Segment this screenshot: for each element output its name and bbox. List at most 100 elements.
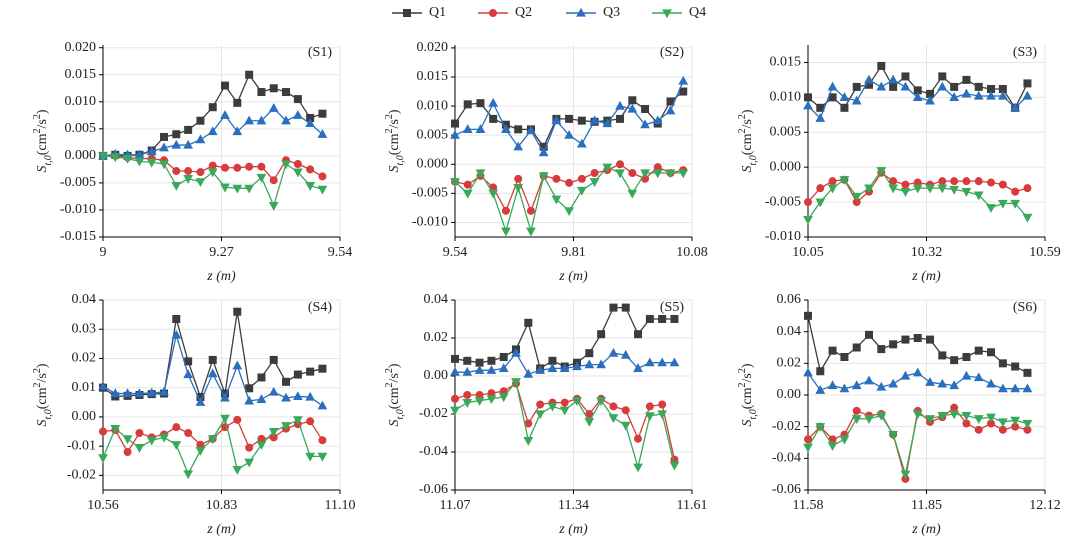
y-axis-label-part: 2 — [384, 114, 395, 119]
marker — [499, 352, 508, 361]
y-axis-label-part: S — [35, 166, 50, 173]
y-tick-label: 0.000 — [770, 159, 802, 174]
y-axis-label-part: ) — [35, 109, 50, 114]
y-tick-label: -0.06 — [772, 482, 801, 497]
marker — [98, 381, 108, 390]
y-tick-label: 0.010 — [65, 94, 97, 109]
marker — [925, 95, 935, 105]
marker — [501, 124, 511, 133]
y-tick-label: 0.02 — [72, 351, 97, 366]
marker — [986, 90, 996, 100]
marker — [839, 383, 850, 393]
marker — [564, 207, 574, 217]
marker — [256, 173, 267, 183]
marker — [547, 363, 558, 372]
marker — [634, 434, 643, 443]
y-tick-label: 0.04 — [424, 292, 449, 307]
legend-label: Q2 — [515, 5, 532, 20]
marker — [804, 435, 813, 444]
marker — [146, 158, 157, 168]
marker — [99, 427, 108, 436]
marker — [888, 74, 899, 84]
panel-label: (S3) — [1013, 45, 1037, 60]
marker — [633, 363, 643, 372]
marker — [159, 386, 169, 396]
marker — [986, 378, 996, 388]
marker — [597, 330, 606, 339]
marker — [585, 349, 594, 358]
x-tick-label: 11.85 — [911, 498, 942, 513]
marker — [535, 365, 546, 374]
marker — [513, 183, 524, 193]
marker — [123, 447, 132, 456]
marker — [645, 402, 654, 411]
marker — [305, 391, 316, 401]
y-tick-label: -0.005 — [60, 175, 96, 190]
marker — [816, 367, 825, 376]
y-tick-label: -0.02 — [67, 468, 96, 483]
y-axis-label-part: (cm — [740, 387, 755, 409]
marker — [628, 96, 637, 105]
marker — [244, 115, 255, 125]
marker — [665, 105, 676, 115]
marker — [576, 138, 587, 148]
marker — [513, 141, 524, 151]
marker — [172, 167, 181, 176]
marker — [827, 81, 838, 91]
marker — [851, 415, 862, 424]
x-tick-label: 11.61 — [677, 498, 708, 513]
marker — [233, 163, 242, 172]
marker — [318, 364, 327, 373]
marker — [973, 90, 984, 100]
marker — [997, 418, 1008, 428]
marker — [804, 198, 813, 207]
marker — [864, 74, 874, 84]
panel-label: (S2) — [660, 45, 684, 60]
marker — [256, 394, 267, 403]
marker — [627, 189, 638, 199]
legend-item: Q4 — [652, 5, 706, 20]
marker — [679, 87, 688, 96]
marker — [256, 115, 267, 125]
marker — [840, 352, 849, 361]
y-tick-label: 0.02 — [424, 330, 449, 345]
marker — [1022, 213, 1033, 223]
marker — [318, 109, 327, 118]
legend-label: Q1 — [429, 5, 446, 20]
marker — [526, 227, 536, 237]
marker — [973, 372, 984, 382]
marker — [134, 444, 145, 453]
marker — [462, 366, 473, 376]
marker — [232, 465, 243, 475]
x-tick-label: 11.58 — [793, 498, 824, 513]
marker — [949, 410, 960, 420]
marker — [900, 470, 911, 480]
marker — [196, 116, 205, 125]
marker — [257, 162, 266, 171]
marker — [962, 352, 971, 361]
marker — [268, 202, 279, 211]
marker — [207, 368, 218, 378]
marker — [207, 168, 218, 178]
marker — [110, 425, 121, 434]
marker — [615, 100, 625, 110]
marker — [900, 188, 911, 197]
marker — [912, 92, 923, 101]
marker — [974, 425, 983, 434]
marker — [551, 115, 562, 125]
y-tick-label: -0.01 — [67, 438, 96, 453]
marker — [803, 100, 813, 110]
marker — [961, 370, 972, 380]
marker — [463, 100, 472, 109]
marker — [912, 367, 923, 377]
panel: -0.015 -0.010 -0.005 0.000 0.005 0.010 0.015 0.… — [32, 40, 352, 284]
y-tick-label: -0.005 — [412, 186, 448, 201]
y-tick-label: -0.02 — [772, 419, 801, 434]
marker — [183, 369, 194, 379]
marker — [987, 178, 996, 187]
y-axis-label-part: S — [740, 166, 755, 173]
marker — [98, 152, 108, 162]
marker — [306, 367, 315, 376]
y-axis-label: St,0(cm2/s2) — [737, 363, 759, 426]
marker — [657, 410, 668, 420]
